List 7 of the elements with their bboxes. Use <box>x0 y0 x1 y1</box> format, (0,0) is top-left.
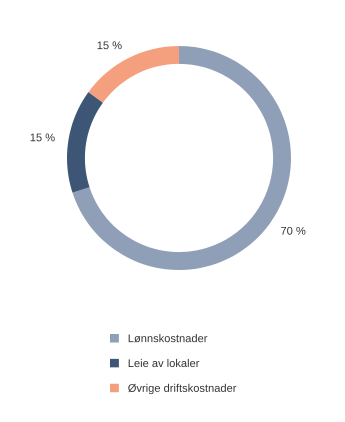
data-label: 70 % <box>281 226 306 235</box>
data-label: 15 % <box>98 41 122 50</box>
legend-label: Lønnskostnader <box>128 334 208 342</box>
legend-label: Øvrige driftskostnader <box>128 384 236 394</box>
legend-label: Leie av lokaler <box>128 358 200 368</box>
data-label: 15 % <box>30 134 55 142</box>
donut-slice <box>67 92 103 193</box>
